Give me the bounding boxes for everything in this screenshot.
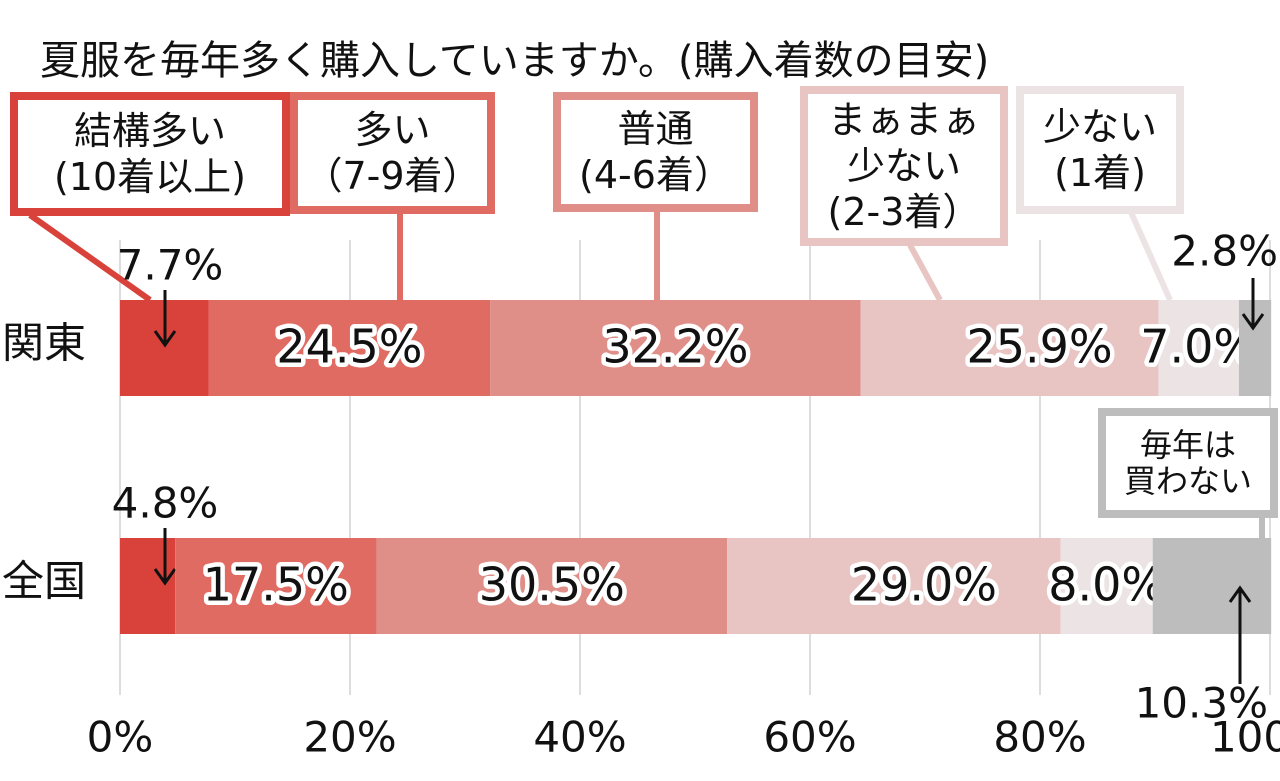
bar-segment [1152, 538, 1272, 634]
bar-segment [208, 300, 491, 396]
connector [907, 243, 943, 302]
chart-title: 夏服を毎年多く購入していますか。(購入着数の目安) [40, 38, 990, 84]
legend-entry: 普通 (4-6着） [553, 92, 758, 212]
bar-segment [727, 538, 1061, 634]
arrow-head [1241, 313, 1265, 331]
legend-entry: 少ない (1着) [1016, 86, 1184, 214]
y-tick-label: 関東 [2, 319, 86, 368]
bar-segment [860, 300, 1159, 396]
y-tick-label: 全国 [2, 557, 86, 606]
value-label: 25.9% [966, 320, 1112, 374]
value-label: 24.5% [276, 320, 422, 374]
legend-entry: 結構多い (10着以上) [10, 92, 290, 216]
x-tick-label: 60% [763, 713, 856, 762]
x-tick-label: 100% [1210, 713, 1280, 762]
bar-segment [376, 538, 728, 634]
value-label: 4.8% [112, 479, 219, 528]
value-label: 8.0% [1048, 558, 1165, 612]
bar-segment [490, 300, 861, 396]
bar-segment [1158, 300, 1239, 396]
bar-segment [175, 538, 377, 634]
x-tick-label: 20% [303, 713, 396, 762]
legend-entry: 多い （7-9着） [290, 92, 495, 214]
value-label: 32.2% [602, 320, 748, 374]
connector [1127, 208, 1173, 302]
value-label: 7.7% [117, 241, 224, 290]
value-label: 30.5% [479, 558, 625, 612]
legend-entry: 毎年は 買わない [1098, 408, 1278, 518]
arrow-head [153, 330, 177, 348]
x-tick-label: 0% [87, 713, 154, 762]
connector [28, 212, 152, 303]
value-label: 17.5% [203, 558, 349, 612]
value-label: 29.0% [851, 558, 997, 612]
x-tick-label: 80% [993, 713, 1086, 762]
value-label: 10.3% [1135, 679, 1268, 728]
x-tick-label: 40% [533, 713, 626, 762]
arrow-head [1228, 585, 1252, 603]
legend-entry: まぁまぁ 少ない (2-3着） [800, 86, 1008, 246]
arrow-head [153, 568, 177, 586]
bar-segment [120, 538, 176, 634]
bar-segment [1060, 538, 1153, 634]
value-label: 2.8% [1171, 227, 1278, 276]
